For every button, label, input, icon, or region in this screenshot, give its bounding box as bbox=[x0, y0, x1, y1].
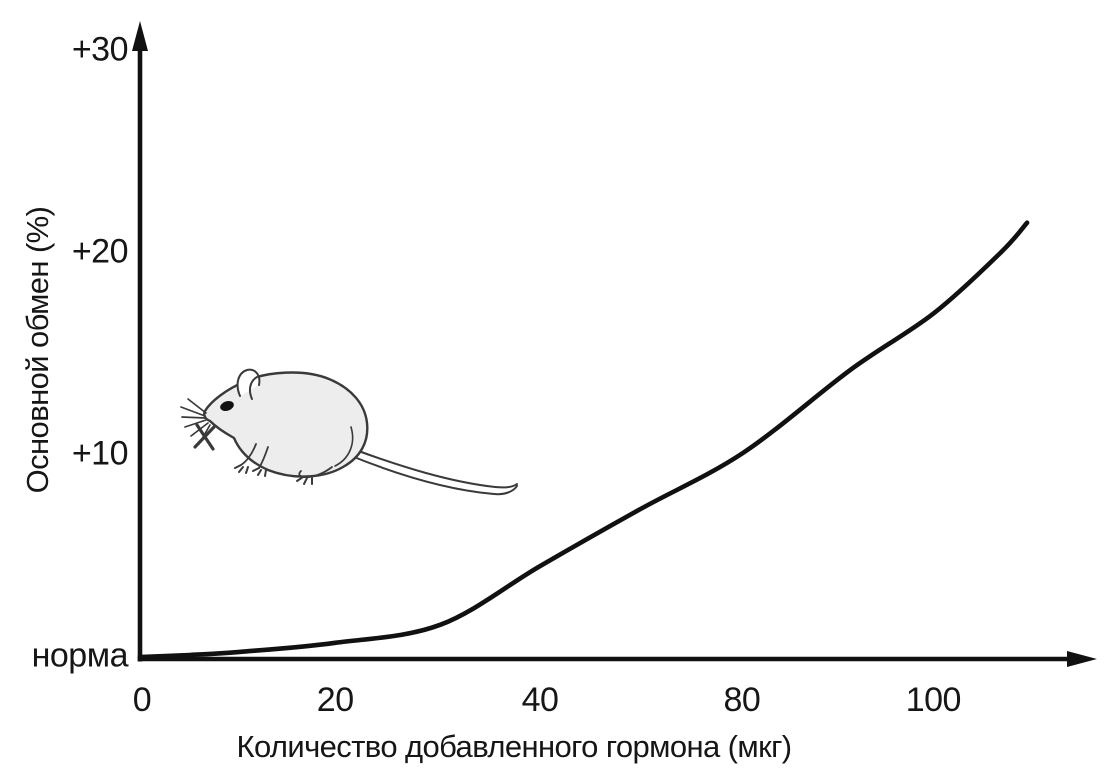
x-tick-label: 40 bbox=[521, 681, 559, 719]
mouse-tail bbox=[348, 454, 518, 496]
mouse-illustration bbox=[180, 368, 518, 496]
x-tick-label: 20 bbox=[316, 681, 354, 719]
x-tick-label: 100 bbox=[905, 681, 962, 719]
x-tick-label: 80 bbox=[723, 681, 761, 719]
y-tick-label: +30 bbox=[71, 30, 129, 69]
data-curve bbox=[137, 220, 1030, 660]
y-axis-arrowhead bbox=[132, 21, 148, 51]
axes bbox=[132, 21, 1097, 667]
y-tick-label: норма bbox=[31, 636, 129, 675]
x-axis-arrowhead bbox=[1067, 651, 1097, 667]
mouse-thigh-line bbox=[334, 426, 354, 467]
x-tick-label: 0 bbox=[132, 681, 152, 719]
mouse-eye bbox=[220, 401, 234, 411]
mouse-front-legs bbox=[240, 443, 269, 469]
y-tick-label: +10 bbox=[71, 434, 129, 473]
y-tick-label: +20 bbox=[71, 232, 129, 271]
x-axis-title: Количество добавленного гормона (мкг) bbox=[236, 729, 792, 764]
mouse-hind-claws bbox=[296, 476, 313, 485]
y-axis-title: Основной обмен (%) bbox=[20, 206, 55, 494]
mouse-ear-icon bbox=[236, 368, 261, 397]
mouse-front-claws bbox=[234, 464, 267, 477]
mouse-ear-icon bbox=[248, 376, 258, 400]
mouse-whiskers bbox=[180, 398, 211, 445]
mouse-forepaw-tuft bbox=[193, 423, 216, 451]
mouse-tail bbox=[352, 448, 518, 489]
